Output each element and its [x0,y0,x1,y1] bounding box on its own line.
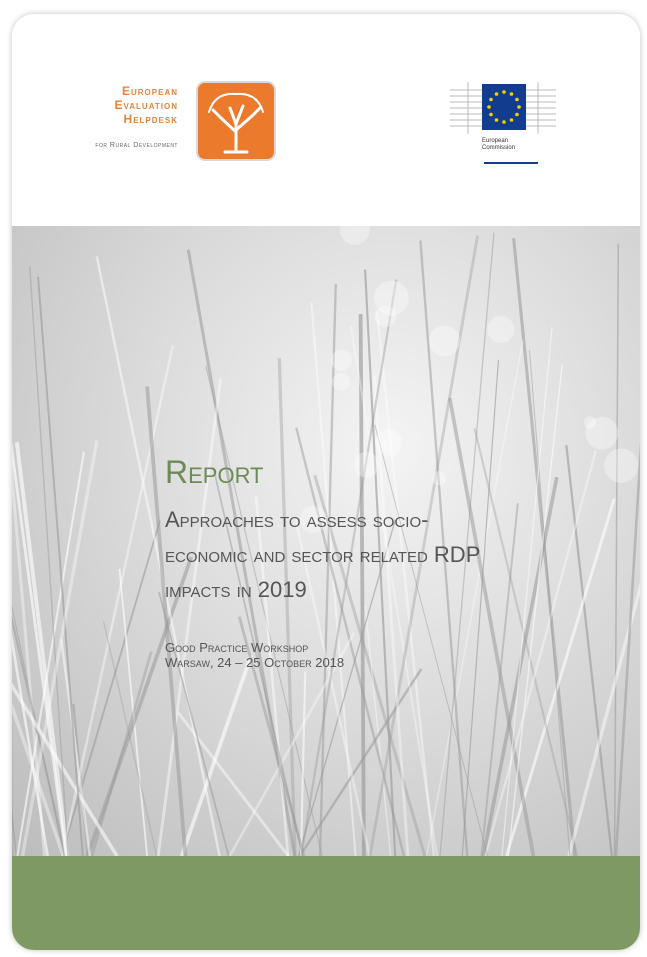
grass-blade [615,244,619,856]
eu-star [510,92,514,96]
helpdesk-name: European Evaluation Helpdesk [115,84,178,126]
eu-star [515,113,519,117]
eu-star [495,118,499,122]
logo-line: Helpdesk [115,112,178,126]
bokeh [331,350,352,371]
grass-blade [182,655,251,856]
bokeh [340,226,370,245]
bokeh [429,326,460,357]
subtitle-line: Approaches to assess socio- [165,502,480,537]
bokeh [374,281,409,316]
bokeh [487,316,514,343]
subtitle-line: impacts in 2019 [165,572,480,607]
commission-name: European Commission [482,138,515,152]
grass-blade [206,366,322,856]
logo-tagline: for Rural Development [95,142,178,149]
eu-star [517,105,521,109]
eu-star [515,98,519,102]
eu-star [502,90,506,94]
report-subtitle: Approaches to assess socio- economic and… [165,502,480,607]
bokeh [432,471,446,485]
logo-line: Evaluation [115,98,178,112]
bokeh [354,452,380,478]
subtitle-line: economic and sector related RDP [165,537,480,572]
event-name: Good Practice Workshop [165,640,344,655]
logo-line: European [482,138,515,145]
bokeh [584,416,596,428]
bokeh [604,448,638,482]
event-place-date: Warsaw, 24 – 25 October 2018 [165,655,344,670]
commission-logo [448,70,558,170]
eu-star [495,92,499,96]
header: European Evaluation Helpdesk for Rural D… [12,14,640,226]
eu-star [487,105,491,109]
eu-star [489,113,493,117]
bokeh [375,429,402,456]
grass-blade [566,445,612,856]
eu-star [502,120,506,124]
logo-line: Commission [482,145,515,152]
helpdesk-icon [195,80,277,162]
grass-blade [508,364,562,856]
report-title: Report [165,454,264,491]
green-band [12,856,640,950]
page: {"header":{"helpdesk_logo":{"lines":["Eu… [0,0,647,957]
cover-card: European Evaluation Helpdesk for Rural D… [12,14,640,950]
eu-star [510,118,514,122]
event-info: Good Practice Workshop Warsaw, 24 – 25 O… [165,640,344,670]
eu-star [489,98,493,102]
bokeh [332,373,350,391]
logo-line: European [115,84,178,98]
